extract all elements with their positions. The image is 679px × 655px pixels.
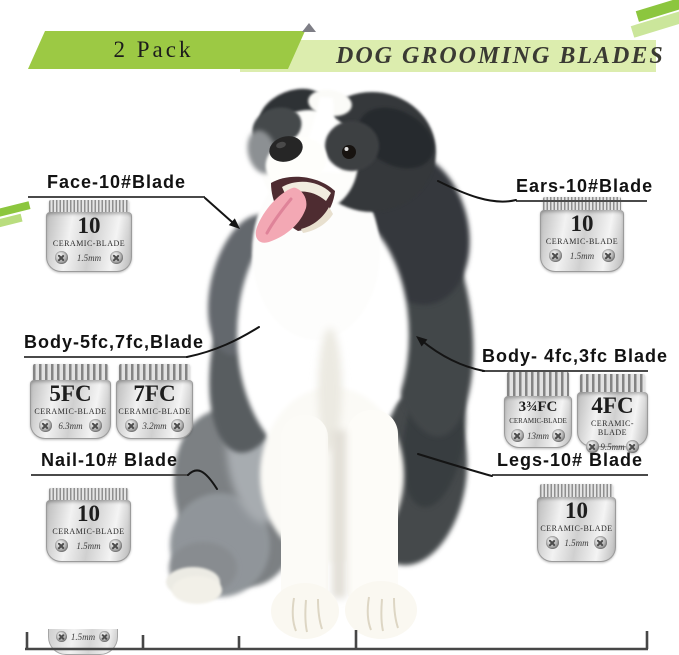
blade-gap-label: 13mm	[527, 430, 549, 441]
screw-icon	[594, 536, 607, 549]
callout-body-left-label: Body-5fc,7fc,Blade	[24, 331, 203, 358]
blade-gap-label: 1.5mm	[564, 537, 589, 548]
screw-icon	[56, 631, 67, 642]
screw-icon	[171, 419, 184, 432]
blade-material-label: CERAMIC-BLADE	[590, 419, 635, 437]
blade-plate: 5FC CERAMIC-BLADE 6.3mm	[30, 380, 111, 439]
blade-gap-label: 6.3mm	[58, 420, 83, 431]
blade-face-10: 10 CERAMIC-BLADE 1.5mm	[46, 200, 132, 272]
blade-material-label: CERAMIC-BLADE	[34, 407, 107, 416]
blade-size-label: 7FC	[133, 381, 176, 406]
screw-icon	[511, 429, 524, 442]
screw-icon	[552, 429, 565, 442]
screw-icon	[586, 440, 599, 453]
screw-icon	[546, 536, 559, 549]
blade-3-3-4-fc: 3¾FC CERAMIC-BLADE 13mm	[504, 372, 572, 448]
screw-icon	[626, 440, 639, 453]
blade-material-label: CERAMIC-BLADE	[545, 237, 619, 246]
screw-icon	[602, 249, 615, 262]
callout-face-label: Face-10#Blade	[28, 171, 205, 198]
callout-ears-label: Ears-10#Blade	[516, 175, 652, 202]
screw-icon	[55, 539, 68, 552]
screw-icon	[89, 419, 102, 432]
blade-size-label: 4FC	[591, 393, 634, 418]
blade-teeth	[33, 364, 108, 380]
blade-material-label: CERAMIC-BLADE	[118, 407, 191, 416]
screw-icon	[125, 419, 138, 432]
blade-teeth	[49, 488, 128, 500]
blade-material-label: CERAMIC-BLADE	[540, 524, 613, 533]
blade-size-label: 10	[570, 211, 594, 236]
blade-gap-label: 1.5mm	[76, 252, 102, 263]
blade-size-label: 10	[77, 501, 100, 526]
blade-plate: 10 CERAMIC-BLADE 1.5mm	[46, 500, 131, 562]
blade-plate: 3¾FC CERAMIC-BLADE 13mm	[504, 396, 572, 448]
product-title: DOG GROOMING BLADES	[336, 42, 665, 69]
blade-size-label: 5FC	[49, 381, 92, 406]
blade-gap-label: 9.5mm	[600, 441, 625, 452]
callout-legs-label: Legs-10# Blade	[492, 449, 648, 476]
blade-plate: 7FC CERAMIC-BLADE 3.2mm	[116, 380, 193, 439]
screw-icon	[110, 251, 123, 264]
screw-icon	[39, 419, 52, 432]
callout-body-right-label: Body- 4fc,3fc Blade	[482, 345, 667, 372]
blade-plate: 10 CERAMIC-BLADE 1.5mm	[540, 210, 624, 272]
blade-nail-10: 10 CERAMIC-BLADE 1.5mm	[46, 488, 131, 562]
blade-material-label: CERAMIC-BLADE	[509, 417, 567, 425]
blade-gap-label: 1.5mm	[569, 250, 595, 261]
screw-icon	[109, 539, 122, 552]
blade-4fc: 4FC CERAMIC-BLADE 9.5mm	[577, 374, 648, 453]
dog-head	[247, 88, 436, 243]
blade-gap-label: 1.5mm	[70, 632, 96, 642]
blade-5fc: 5FC CERAMIC-BLADE 6.3mm	[30, 364, 111, 439]
screw-icon	[549, 249, 562, 262]
blade-teeth	[49, 200, 129, 212]
blade-teeth	[507, 372, 569, 396]
blade-size-label: 3¾FC	[518, 399, 558, 415]
blade-7fc: 7FC CERAMIC-BLADE 3.2mm	[116, 364, 193, 439]
fold-triangle-icon	[302, 23, 316, 32]
blade-teeth	[540, 484, 613, 497]
blade-teeth	[119, 364, 190, 380]
blade-plate: 10 CERAMIC-BLADE 1.5mm	[537, 497, 616, 562]
blade-size-label: 10	[565, 498, 588, 523]
blade-partial-bottom: 1.5mm	[48, 629, 118, 655]
screw-icon	[55, 251, 68, 264]
blade-plate: 4FC CERAMIC-BLADE 9.5mm	[577, 392, 648, 453]
blade-material-label: CERAMIC-BLADE	[52, 527, 125, 536]
blade-ears-10: 10 CERAMIC-BLADE 1.5mm	[540, 197, 624, 272]
pack-count-label: 2 Pack	[113, 37, 194, 62]
pack-count-flag: 2 Pack	[28, 31, 305, 69]
blade-teeth	[580, 374, 645, 392]
blade-plate: 10 CERAMIC-BLADE 1.5mm	[46, 212, 132, 272]
blade-gap-label: 3.2mm	[142, 420, 167, 431]
title-band: DOG GROOMING BLADES	[240, 40, 663, 72]
blade-gap-label: 1.5mm	[76, 540, 101, 551]
blade-legs-10: 10 CERAMIC-BLADE 1.5mm	[537, 484, 616, 562]
screw-icon	[99, 631, 110, 642]
blade-size-label: 10	[77, 213, 101, 238]
callout-nail-label: Nail-10# Blade	[31, 449, 188, 476]
blade-material-label: CERAMIC-BLADE	[52, 239, 126, 248]
